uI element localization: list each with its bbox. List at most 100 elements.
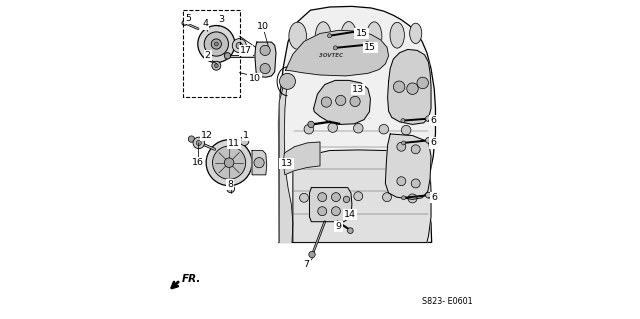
Text: 11: 11 (228, 139, 240, 148)
Circle shape (260, 63, 270, 74)
Text: 8: 8 (227, 180, 233, 189)
Text: 4: 4 (202, 19, 208, 28)
Text: S823- E0601: S823- E0601 (422, 297, 472, 306)
Circle shape (182, 20, 187, 26)
Circle shape (364, 42, 370, 48)
Text: 14: 14 (344, 210, 356, 219)
Circle shape (280, 160, 286, 166)
Text: 6: 6 (431, 193, 437, 202)
Ellipse shape (340, 22, 356, 53)
Circle shape (348, 228, 353, 234)
Circle shape (401, 196, 406, 200)
Circle shape (206, 140, 252, 186)
Circle shape (214, 42, 218, 46)
Polygon shape (293, 150, 431, 242)
Text: 15: 15 (364, 43, 376, 52)
Circle shape (417, 77, 428, 89)
Circle shape (328, 123, 337, 132)
Polygon shape (388, 49, 431, 124)
Polygon shape (314, 80, 371, 124)
Text: FR.: FR. (182, 274, 202, 285)
Circle shape (332, 207, 340, 216)
Polygon shape (284, 142, 320, 175)
Text: 7: 7 (303, 260, 310, 269)
Text: 3OVTEC: 3OVTEC (319, 53, 343, 58)
Ellipse shape (390, 22, 404, 48)
Text: 10: 10 (257, 22, 269, 31)
Circle shape (204, 32, 228, 56)
Bar (183, 10, 239, 97)
Circle shape (240, 137, 249, 145)
Circle shape (300, 193, 308, 202)
Circle shape (343, 196, 349, 203)
Text: 13: 13 (352, 85, 364, 94)
Circle shape (254, 158, 264, 168)
Circle shape (408, 194, 417, 203)
Text: 10: 10 (248, 74, 260, 83)
Ellipse shape (410, 23, 422, 43)
Circle shape (224, 158, 234, 167)
Circle shape (333, 46, 337, 50)
Circle shape (328, 34, 332, 38)
Circle shape (335, 95, 346, 106)
Circle shape (397, 177, 406, 186)
Polygon shape (279, 75, 293, 242)
Circle shape (394, 81, 405, 93)
Polygon shape (285, 30, 388, 76)
Text: 9: 9 (335, 222, 342, 231)
Ellipse shape (367, 22, 382, 51)
Circle shape (211, 39, 221, 49)
Circle shape (227, 185, 234, 193)
Circle shape (318, 207, 326, 216)
Text: 2: 2 (205, 51, 211, 60)
Circle shape (401, 125, 411, 135)
Polygon shape (278, 6, 435, 242)
Text: 3: 3 (218, 15, 224, 24)
Circle shape (260, 45, 270, 56)
Circle shape (379, 124, 388, 134)
Circle shape (318, 193, 326, 202)
Circle shape (321, 97, 332, 107)
Circle shape (426, 116, 431, 122)
Circle shape (304, 124, 314, 134)
Text: 6: 6 (430, 116, 436, 125)
Circle shape (397, 142, 406, 151)
Circle shape (224, 53, 230, 59)
Text: 16: 16 (192, 158, 204, 167)
Circle shape (193, 137, 205, 149)
Text: 13: 13 (280, 159, 292, 168)
Circle shape (412, 145, 420, 154)
Text: 15: 15 (355, 29, 367, 38)
Ellipse shape (289, 22, 307, 49)
Text: 17: 17 (240, 46, 252, 55)
Circle shape (198, 26, 235, 63)
Circle shape (401, 141, 406, 145)
Circle shape (212, 61, 221, 70)
Polygon shape (385, 134, 431, 199)
Circle shape (196, 140, 202, 145)
Text: 1: 1 (243, 131, 249, 140)
Circle shape (308, 121, 314, 128)
Circle shape (188, 136, 195, 142)
Polygon shape (310, 188, 352, 222)
Circle shape (280, 73, 296, 89)
Circle shape (401, 119, 405, 122)
Circle shape (350, 96, 360, 107)
Circle shape (426, 137, 431, 143)
Circle shape (383, 193, 392, 202)
Circle shape (309, 251, 316, 258)
Text: 5: 5 (186, 14, 191, 23)
Circle shape (353, 123, 363, 133)
Circle shape (236, 42, 243, 49)
Circle shape (407, 83, 419, 94)
Circle shape (212, 146, 246, 179)
Text: 6: 6 (430, 138, 436, 147)
Circle shape (412, 179, 420, 188)
Circle shape (325, 193, 334, 202)
Text: 12: 12 (201, 131, 212, 140)
Polygon shape (255, 42, 276, 77)
Circle shape (426, 192, 431, 198)
Circle shape (354, 192, 363, 201)
Polygon shape (252, 151, 267, 175)
Ellipse shape (316, 22, 331, 52)
